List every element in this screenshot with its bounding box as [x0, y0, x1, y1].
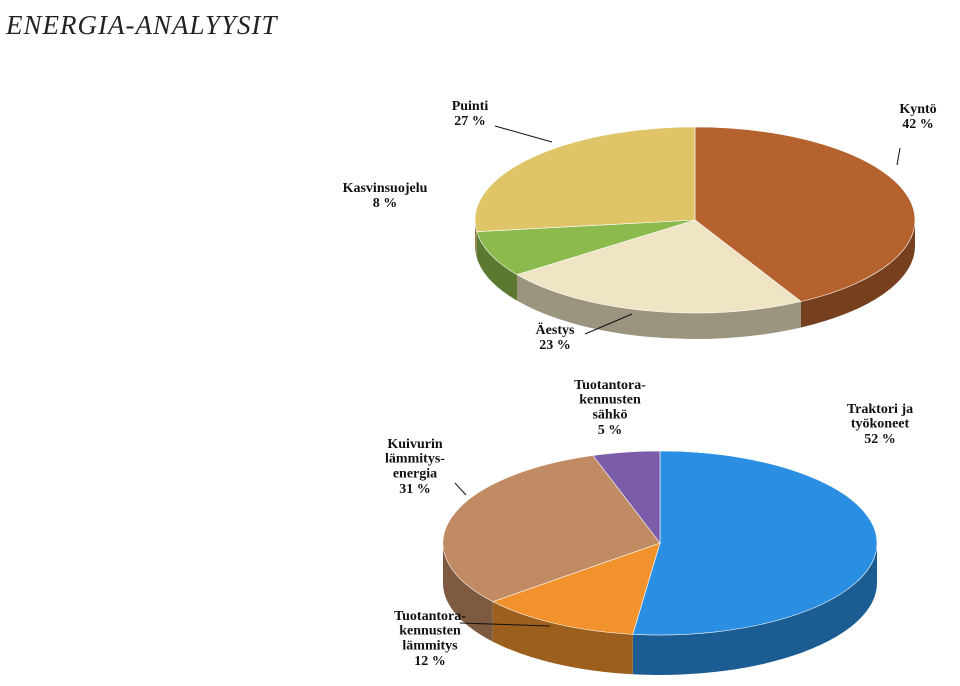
slice-label: Tuotantora-kennusten lämmitys [394, 609, 466, 653]
pie-slice [516, 219, 802, 314]
slice-value-label: 23 % [539, 338, 571, 353]
slice-side [517, 274, 801, 339]
slice-value-label: 8 % [373, 196, 398, 211]
leader-line [454, 482, 467, 496]
pie-slice [442, 455, 661, 602]
slice-label: Puinti [452, 99, 489, 114]
slice-value-label: 52 % [864, 432, 896, 447]
slice-label: Äestys [536, 322, 575, 338]
leader-line [459, 622, 551, 627]
slice-value-label: 5 % [598, 423, 623, 438]
pie-slice [694, 126, 916, 302]
leader-line [494, 125, 553, 143]
slice-label: Kyntö [899, 102, 936, 117]
slice-side [800, 220, 915, 328]
slice-label: Traktori ja työkoneet [847, 402, 913, 432]
slice-value-label: 42 % [902, 117, 934, 132]
slice-value-label: 31 % [399, 482, 431, 497]
slice-side [443, 543, 493, 642]
pie-slice [474, 126, 696, 232]
pie-slice [492, 542, 661, 635]
slice-side [632, 543, 877, 675]
slice-label: Tuotantora-kennusten sähkö [574, 378, 646, 422]
slice-side [492, 601, 633, 675]
leader-line [584, 313, 633, 335]
slice-side [475, 220, 477, 258]
slice-value-label: 12 % [414, 654, 446, 669]
pie-slice [476, 219, 696, 275]
leader-line [896, 147, 901, 166]
slice-label: Kuivurin lämmitys-energia [385, 437, 445, 481]
pie-slice [592, 450, 661, 544]
slide-title: ENERGIA-ANALYYSIT [5, 10, 278, 40]
slice-side [476, 231, 518, 301]
slice-value-label: 27 % [454, 114, 486, 129]
pie-slice [632, 450, 878, 636]
slice-label: Kasvinsuojelu [343, 181, 428, 196]
